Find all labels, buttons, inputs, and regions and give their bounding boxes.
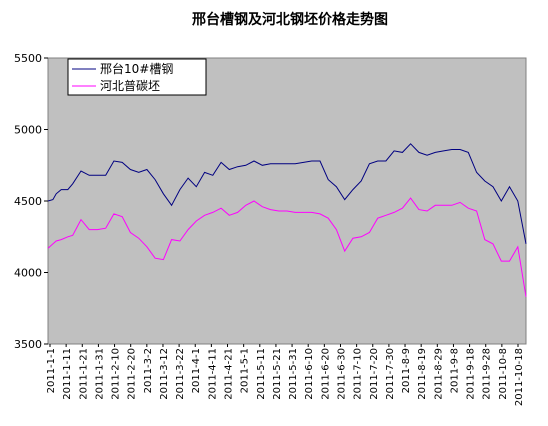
x-tick-label: 2011-8-9 xyxy=(401,348,412,393)
x-tick-label: 2011-2-20 xyxy=(127,348,138,400)
x-tick-label: 2011-4-1 xyxy=(191,348,202,393)
x-tick-label: 2011-1-21 xyxy=(78,348,89,400)
legend-label-series-2: 河北普碳坯 xyxy=(100,79,160,93)
x-tick-label: 2011-6-20 xyxy=(320,348,331,400)
x-axis: 2011-1-1 2011-1-11 2011-1-21 2011-1-31 2011-… xyxy=(46,344,525,406)
y-tick-label: 5500 xyxy=(14,52,42,65)
x-tick-label: 2011-5-31 xyxy=(288,348,299,400)
x-tick-label: 2011-4-11 xyxy=(207,348,218,400)
x-tick-label: 2011-4-21 xyxy=(224,348,235,400)
x-tick-label: 2011-7-30 xyxy=(385,348,396,400)
legend-box xyxy=(67,58,207,96)
x-tick-label: 2011-3-22 xyxy=(175,348,186,400)
series-line-2 xyxy=(47,197,527,297)
x-tick-label: 2011-10-18 xyxy=(514,348,525,406)
x-tick-label: 2011-3-12 xyxy=(159,348,170,400)
x-tick-label: 2011-1-1 xyxy=(46,348,57,393)
chart-title: 邢台槽钢及河北钢坯价格走势图 xyxy=(191,11,388,28)
legend: 邢台10#槽钢 河北普碳坯 xyxy=(67,58,207,96)
x-tick-label: 2011-8-29 xyxy=(433,348,444,400)
x-tick-label: 2011-10-8 xyxy=(498,348,509,400)
x-tick-label: 2011-5-1 xyxy=(240,348,251,393)
x-tick-label: 2011-1-31 xyxy=(94,348,105,400)
x-tick-label: 2011-9-18 xyxy=(466,348,477,400)
y-tick-label: 3500 xyxy=(14,338,42,351)
y-tick-label: 4500 xyxy=(14,195,42,208)
series-group xyxy=(47,143,527,297)
x-tick-label: 2011-9-28 xyxy=(482,348,493,400)
x-tick-label: 2011-3-2 xyxy=(143,348,154,393)
x-tick-label: 2011-5-11 xyxy=(256,348,267,400)
series-line-1 xyxy=(47,143,527,244)
x-tick-label: 2011-1-11 xyxy=(62,348,73,400)
y-tick-label: 4000 xyxy=(14,267,42,280)
x-tick-label: 2011-5-21 xyxy=(272,348,283,400)
y-tick-label: 5000 xyxy=(14,124,42,137)
x-tick-label: 2011-7-20 xyxy=(369,348,380,400)
x-tick-label: 2011-6-10 xyxy=(304,348,315,400)
plot-area xyxy=(47,57,527,345)
legend-label-series-1: 邢台10#槽钢 xyxy=(100,61,173,76)
x-tick-label: 2011-8-19 xyxy=(417,348,428,400)
y-axis: 3500 4000 4500 5000 5500 xyxy=(14,52,48,351)
x-tick-label: 2011-2-10 xyxy=(111,348,122,400)
x-tick-label: 2011-9-8 xyxy=(449,348,460,393)
x-tick-label: 2011-6-30 xyxy=(336,348,347,400)
x-tick-label: 2011-7-10 xyxy=(353,348,364,400)
